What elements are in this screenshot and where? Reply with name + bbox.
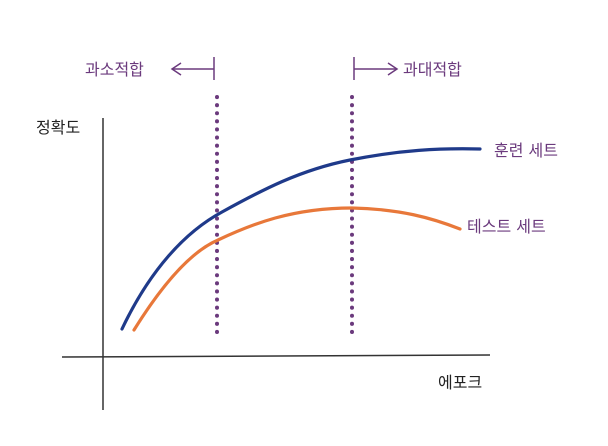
test-set-curve (132, 206, 462, 332)
test-set-label: 테스트 세트 (467, 217, 546, 236)
overfitting-label: 과대적합 (403, 60, 462, 79)
underfit-arrow (170, 57, 215, 80)
y-axis-label: 정확도 (36, 118, 80, 137)
train-set-curve (120, 147, 482, 331)
train-set-label: 훈련 세트 (494, 141, 558, 160)
underfitting-label: 과소적합 (85, 60, 144, 79)
overfit-arrow (353, 57, 399, 80)
x-axis-label: 에포크 (438, 373, 482, 392)
x-axis-line (61, 354, 491, 358)
